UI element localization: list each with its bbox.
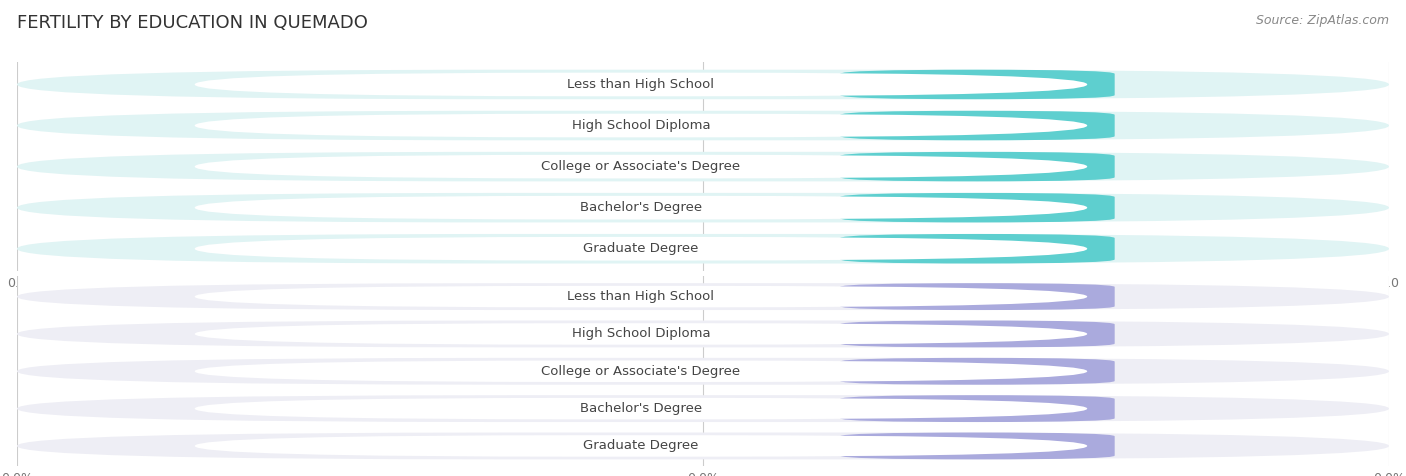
Text: 0.0%: 0.0% xyxy=(959,439,995,453)
FancyBboxPatch shape xyxy=(841,395,1115,422)
FancyBboxPatch shape xyxy=(841,69,1115,99)
Text: High School Diploma: High School Diploma xyxy=(572,327,710,340)
Text: Bachelor's Degree: Bachelor's Degree xyxy=(579,201,702,214)
FancyBboxPatch shape xyxy=(17,111,1389,140)
FancyBboxPatch shape xyxy=(841,320,1115,347)
Text: Graduate Degree: Graduate Degree xyxy=(583,242,699,255)
FancyBboxPatch shape xyxy=(194,73,1087,96)
FancyBboxPatch shape xyxy=(17,234,1389,264)
FancyBboxPatch shape xyxy=(194,237,1087,260)
FancyBboxPatch shape xyxy=(841,152,1115,181)
FancyBboxPatch shape xyxy=(194,398,1087,419)
Text: 0.0: 0.0 xyxy=(966,201,990,214)
Text: 0.0%: 0.0% xyxy=(959,290,995,303)
FancyBboxPatch shape xyxy=(841,234,1115,264)
FancyBboxPatch shape xyxy=(841,433,1115,459)
Text: FERTILITY BY EDUCATION IN QUEMADO: FERTILITY BY EDUCATION IN QUEMADO xyxy=(17,14,368,32)
FancyBboxPatch shape xyxy=(194,435,1087,456)
Text: Less than High School: Less than High School xyxy=(568,290,714,303)
FancyBboxPatch shape xyxy=(194,155,1087,178)
FancyBboxPatch shape xyxy=(194,360,1087,382)
FancyBboxPatch shape xyxy=(17,395,1389,422)
FancyBboxPatch shape xyxy=(194,286,1087,307)
FancyBboxPatch shape xyxy=(17,320,1389,347)
Text: 0.0: 0.0 xyxy=(966,160,990,173)
Text: 0.0: 0.0 xyxy=(966,78,990,91)
FancyBboxPatch shape xyxy=(17,69,1389,99)
FancyBboxPatch shape xyxy=(17,152,1389,181)
Text: College or Associate's Degree: College or Associate's Degree xyxy=(541,365,741,378)
FancyBboxPatch shape xyxy=(17,433,1389,459)
FancyBboxPatch shape xyxy=(194,196,1087,219)
FancyBboxPatch shape xyxy=(841,111,1115,140)
Text: Source: ZipAtlas.com: Source: ZipAtlas.com xyxy=(1256,14,1389,27)
FancyBboxPatch shape xyxy=(17,283,1389,310)
Text: High School Diploma: High School Diploma xyxy=(572,119,710,132)
FancyBboxPatch shape xyxy=(841,283,1115,310)
Text: 0.0%: 0.0% xyxy=(959,402,995,415)
Text: 0.0: 0.0 xyxy=(966,119,990,132)
FancyBboxPatch shape xyxy=(17,193,1389,222)
Text: 0.0%: 0.0% xyxy=(959,365,995,378)
Text: College or Associate's Degree: College or Associate's Degree xyxy=(541,160,741,173)
FancyBboxPatch shape xyxy=(194,114,1087,138)
FancyBboxPatch shape xyxy=(841,358,1115,385)
FancyBboxPatch shape xyxy=(841,193,1115,222)
FancyBboxPatch shape xyxy=(194,323,1087,345)
Text: Less than High School: Less than High School xyxy=(568,78,714,91)
Text: Bachelor's Degree: Bachelor's Degree xyxy=(579,402,702,415)
Text: Graduate Degree: Graduate Degree xyxy=(583,439,699,453)
FancyBboxPatch shape xyxy=(17,358,1389,385)
Text: 0.0%: 0.0% xyxy=(959,327,995,340)
Text: 0.0: 0.0 xyxy=(966,242,990,255)
